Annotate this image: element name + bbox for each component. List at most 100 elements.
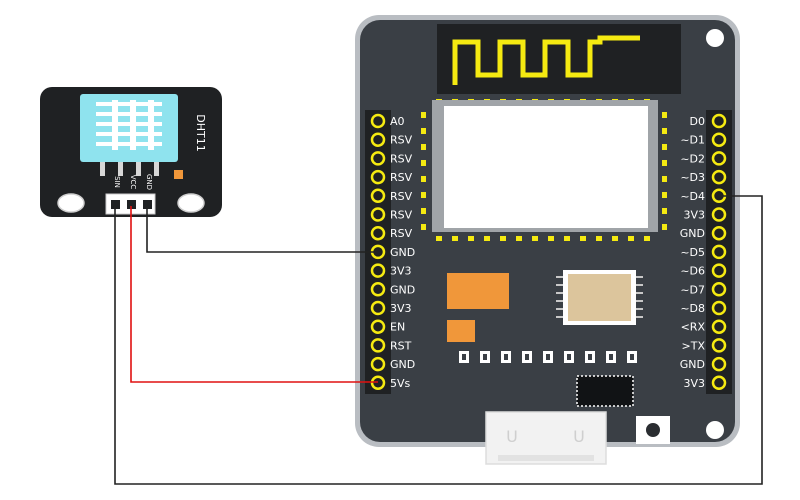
right-pin-11: <RX [681,319,727,334]
left-pin-label: RSV [390,171,413,184]
wire-gnd [146,206,378,253]
left-pin-pad [370,356,386,372]
board-mount-hole-bottom [706,421,724,439]
left-pin-pad [370,188,386,204]
left-pin-pad [370,225,386,241]
right-pin-label: ~D7 [680,283,705,296]
left-pin-pad [370,169,386,185]
wire-signal [114,195,763,485]
right-pin-0: D0 [690,113,727,129]
board-mount-hole-top [706,29,724,47]
orange-chip-large [447,273,509,309]
dht11-label: DHT11 [194,114,207,151]
left-pin-11: EN [370,319,405,334]
right-pin-pad [711,263,727,278]
left-pin-list: A0 RSV RSV RSV RSV RSV RSV GND 3V3 GND 3V3 EN RST GND… [370,113,415,391]
usb-connector: U U [485,411,607,465]
right-pin-label: <RX [681,321,706,334]
right-pin-5: 3V3 [683,207,727,222]
right-pin-pad [711,338,727,353]
right-pin-9: ~D7 [680,282,727,297]
right-pin-14: 3V3 [683,375,727,391]
right-pin-pad [711,169,727,185]
right-pin-label: ~D1 [680,134,705,147]
left-pin-label: GND [390,246,415,259]
dev-board: U U A0 RSV RSV RSV RSV RSV RSV GND 3V3 GND 3V3 EN RS… [355,15,740,465]
right-pin-label: GND [680,227,705,240]
right-pin-label: ~D6 [680,265,705,278]
right-pin-13: GND [680,356,727,372]
left-pin-pad [370,132,386,147]
left-pin-9: GND [370,282,415,297]
left-pin-13: GND [370,356,415,372]
dht11-header-pin-gnd [143,200,152,209]
antenna-trace [452,35,640,85]
reset-button[interactable] [636,416,670,444]
wifi-module [420,98,668,242]
right-pin-pad [711,244,727,260]
right-pin-label: 3V3 [683,377,705,390]
left-pin-7: GND [370,244,415,260]
left-pin-4: RSV [370,188,413,204]
right-pin-pad [711,207,727,222]
left-pin-label: RSV [390,209,413,222]
dht11-mount-hole-left [57,193,85,213]
right-pin-12: >TX [682,338,727,353]
right-pin-label: ~D8 [680,302,705,315]
left-pin-8: 3V3 [370,263,412,278]
dht11-pin-label-sin: SIN [113,176,121,188]
left-pin-label: RSV [390,190,413,203]
right-pin-label: ~D3 [680,171,705,184]
right-pin-1: ~D1 [680,132,727,147]
right-pin-3: ~D3 [680,169,727,185]
dht11-module: DHT11 SIN VCC GND [40,87,222,217]
right-pin-10: ~D8 [680,300,727,316]
module-pads-left [421,112,426,230]
right-pin-pad [711,113,727,129]
left-pin-3: RSV [370,169,413,185]
left-pin-label: 3V3 [390,302,412,315]
wires [114,195,763,485]
left-pin-1: RSV [370,132,413,147]
left-pin-pad [370,207,386,222]
dht11-grille [96,100,162,150]
right-pin-label: ~D2 [680,152,705,165]
left-pin-label: RST [390,339,412,352]
right-pin-label: D0 [690,115,705,128]
left-pin-pad [370,151,386,166]
tan-chip [556,270,643,325]
dht11-pin-label-vcc: VCC [129,175,137,190]
left-pin-label: EN [390,321,405,334]
right-pin-label: >TX [682,339,706,352]
left-pin-6: RSV [370,225,413,241]
usb-mark-right: U [573,427,585,446]
usb-uart-chip [576,375,634,407]
left-pin-label: RSV [390,227,413,240]
left-pin-label: A0 [390,115,405,128]
right-pin-pad [711,356,727,372]
right-pin-pad [711,282,727,297]
left-pin-label: RSV [390,152,413,165]
module-shield [444,106,648,228]
right-pin-label: ~D4 [680,190,705,203]
left-pin-label: GND [390,283,415,296]
left-pin-label: 5Vs [390,377,411,390]
left-pin-pad [370,338,386,353]
left-pin-label: GND [390,358,415,371]
left-pin-0: A0 [370,113,405,129]
antenna-area [437,24,681,94]
left-pin-12: RST [370,338,412,353]
right-pin-list: D0 ~D1 ~D2 ~D3 ~D4 3V3 GND ~D5 ~D6 ~D7 ~D8 <RX >TX GN… [680,113,727,391]
dht11-legs [100,162,159,176]
orange-chip-small [447,320,475,342]
right-pin-label: GND [680,358,705,371]
left-pin-pad [370,263,386,278]
right-pin-2: ~D2 [680,151,727,166]
dht11-pin-label-gnd: GND [145,174,153,190]
dht11-header-pin-vcc [127,200,136,209]
right-pin-pad [711,375,727,391]
right-pin-pad [711,151,727,166]
dht11-led [174,170,183,179]
left-pin-10: 3V3 [370,300,412,316]
